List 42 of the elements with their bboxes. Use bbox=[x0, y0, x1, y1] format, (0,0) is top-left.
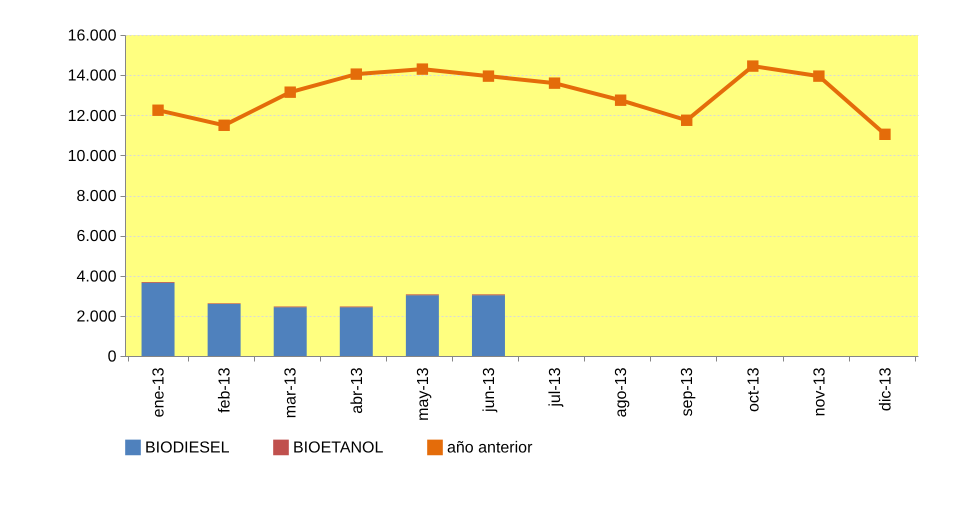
x-tick-label: ago-13 bbox=[613, 367, 630, 418]
y-tick-label: 2.000 bbox=[76, 308, 117, 326]
bar bbox=[208, 304, 241, 356]
y-tick-label: 4.000 bbox=[76, 268, 117, 286]
point bbox=[548, 77, 560, 89]
legend-label: BIODIESEL bbox=[145, 439, 230, 456]
x-tick-label: may-13 bbox=[414, 367, 432, 421]
point bbox=[218, 120, 230, 131]
y-tick-label: 8.000 bbox=[76, 188, 117, 205]
x-tick-label: jul-13 bbox=[547, 367, 564, 408]
x-tick-label: sep-13 bbox=[679, 367, 696, 416]
point bbox=[350, 68, 362, 80]
point bbox=[284, 86, 296, 98]
y-tick-label: 14.000 bbox=[68, 68, 117, 85]
x-tick-label: feb-13 bbox=[216, 367, 234, 413]
bar bbox=[142, 282, 175, 356]
y-tick-label: 12.000 bbox=[68, 108, 117, 125]
point bbox=[747, 60, 758, 72]
point bbox=[614, 94, 626, 106]
legend-label: BIOETANOL bbox=[293, 439, 384, 456]
point bbox=[681, 114, 692, 126]
bar bbox=[406, 295, 439, 356]
bar bbox=[274, 307, 307, 356]
point bbox=[152, 104, 164, 116]
y-tick-label: 0 bbox=[108, 348, 117, 366]
point bbox=[813, 70, 825, 82]
x-tick-label: mar-13 bbox=[282, 367, 300, 418]
y-tick-label: 16.000 bbox=[68, 28, 117, 44]
x-tick-label: oct-13 bbox=[745, 367, 762, 412]
y-tick-label: 6.000 bbox=[76, 228, 117, 246]
x-tick-label: dic-13 bbox=[877, 367, 894, 412]
x-tick-label: jun-13 bbox=[480, 367, 498, 413]
point bbox=[482, 70, 494, 82]
x-tick-label: ene-13 bbox=[150, 367, 168, 418]
bar bbox=[472, 295, 505, 356]
bar bbox=[340, 307, 373, 356]
x-tick-label: abr-13 bbox=[348, 367, 366, 414]
x-tick-label: nov-13 bbox=[811, 367, 828, 416]
point bbox=[879, 128, 891, 140]
point bbox=[416, 63, 428, 75]
y-tick-label: 10.000 bbox=[68, 148, 117, 165]
legend-label: año anterior bbox=[447, 439, 534, 456]
